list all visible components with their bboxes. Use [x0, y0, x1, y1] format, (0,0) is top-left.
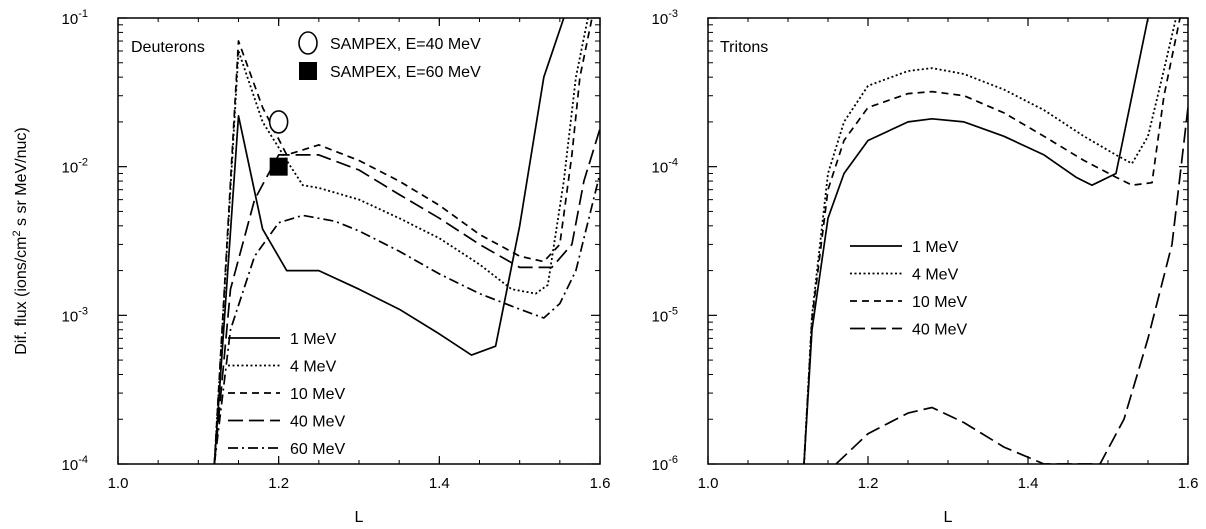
x-tick-label-tritons: 1.6: [1178, 475, 1199, 492]
legend-label-deuterons-10-mev: 10 MeV: [290, 386, 345, 403]
panel-label-tritons: Tritons: [720, 39, 768, 56]
series-line-deuterons-1-mev: [213, 18, 565, 464]
legend-label-deuterons-40-mev: 40 MeV: [290, 414, 345, 431]
legend-label-tritons-10-mev: 10 MeV: [912, 294, 967, 311]
y-tick-label-deuterons: 10-3: [62, 305, 88, 325]
y-tick-label-tritons: 10-6: [652, 454, 678, 474]
y-tick-label-deuterons: 10-1: [62, 8, 88, 28]
y-axis-label: Dif. flux (ions/cm2 s sr MeV/nuc): [11, 127, 30, 355]
series-line-deuterons-60-mev: [213, 173, 600, 464]
x-axis-label-deuterons: L: [355, 509, 364, 526]
legend-label-deuterons-60-mev: 60 MeV: [290, 441, 345, 458]
y-tick-label-tritons: 10-4: [652, 157, 678, 177]
legend-label-tritons-40-mev: 40 MeV: [912, 322, 967, 339]
series-line-tritons-40-mev: [835, 107, 1188, 464]
legend-label-tritons-4-mev: 4 MeV: [912, 267, 959, 284]
x-tick-label-deuterons: 1.2: [268, 475, 289, 492]
x-tick-label-tritons: 1.4: [1018, 475, 1039, 492]
x-tick-label-tritons: 1.0: [698, 475, 719, 492]
x-tick-label-deuterons: 1.4: [429, 475, 450, 492]
x-axis-label-tritons: L: [944, 509, 953, 526]
y-tick-label-deuterons: 10-2: [62, 157, 88, 177]
panel-label-deuterons: Deuterons: [131, 39, 205, 56]
series-line-deuterons-4-mev: [213, 18, 589, 464]
y-tick-label-tritons: 10-5: [652, 305, 678, 325]
legend-label-sampex-e-60-mev: SAMPEX, E=60 MeV: [330, 64, 481, 81]
y-tick-label-deuterons: 10-4: [62, 454, 88, 474]
legend-label-tritons-1-mev: 1 MeV: [912, 239, 959, 256]
legend-label-deuterons-4-mev: 4 MeV: [290, 359, 337, 376]
series-line-tritons-10-mev: [803, 18, 1181, 464]
x-tick-label-tritons: 1.2: [858, 475, 879, 492]
panel-tritons: 1.0 1.2 1.4 1.6 10-6 10-5 10-4 10-3 Tritons L 1…: [652, 8, 1199, 526]
series-line-deuterons-40-mev: [213, 128, 600, 464]
x-tick-label-deuterons: 1.0: [108, 475, 129, 492]
series-line-deuterons-10-mev: [213, 18, 593, 464]
y-tick-label-tritons: 10-3: [652, 8, 678, 28]
legend-symbol-sampex-e-60-mev: [299, 62, 317, 80]
legend-label-sampex-e-40-mev: SAMPEX, E=40 MeV: [330, 36, 481, 53]
series-line-tritons-4-mev: [803, 18, 1177, 464]
plot-frame-deuterons: [117, 17, 601, 465]
legend-label-deuterons-1-mev: 1 MeV: [290, 331, 337, 348]
data-marker-sampex-e-40-mev: [268, 110, 289, 134]
x-tick-label-deuterons: 1.6: [590, 475, 611, 492]
panel-deuterons: 1.0 1.2 1.4 1.6 10-4 10-3 10-2 10-1 Deuterons L…: [62, 8, 611, 526]
legend-symbol-sampex-e-40-mev: [298, 31, 318, 55]
series-line-tritons-1-mev: [803, 18, 1149, 464]
data-marker-sampex-e-60-mev: [269, 157, 288, 176]
